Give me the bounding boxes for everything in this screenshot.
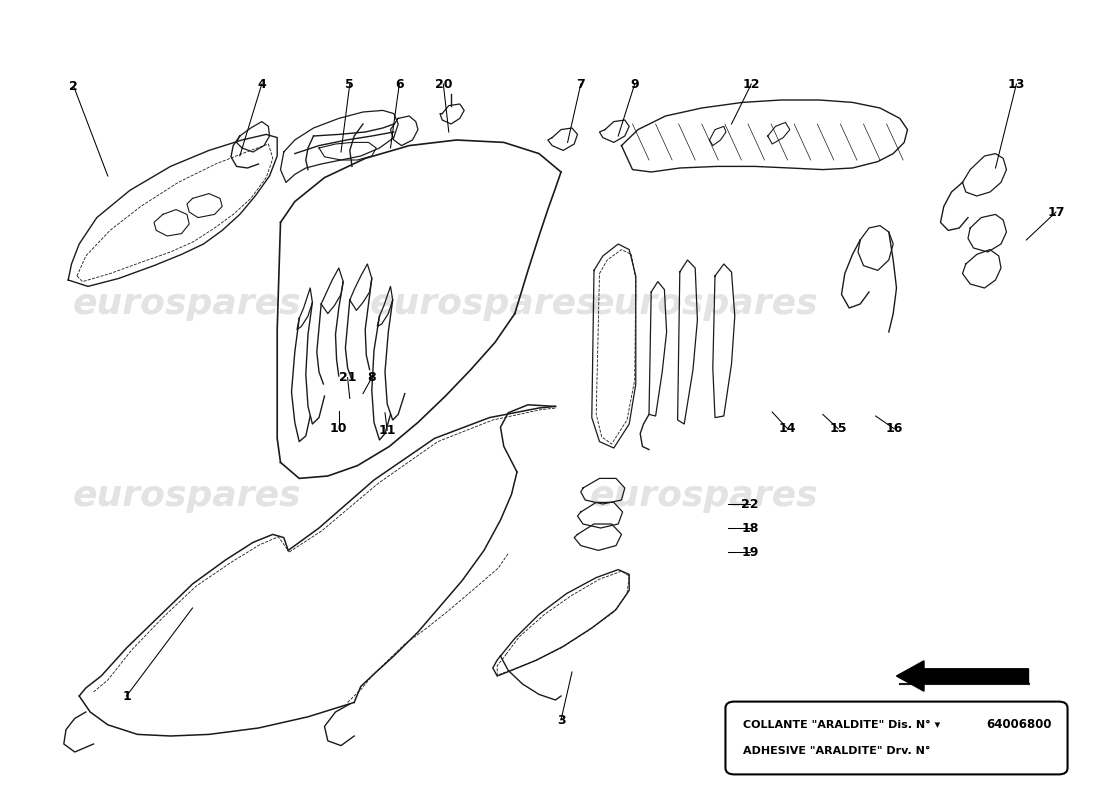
Text: 7: 7	[576, 78, 585, 90]
Text: 19: 19	[741, 546, 759, 558]
Text: 11: 11	[378, 424, 396, 437]
Text: 20: 20	[434, 78, 452, 90]
Text: 9: 9	[630, 78, 639, 90]
Text: 17: 17	[1047, 206, 1065, 218]
Text: eurospares: eurospares	[370, 287, 598, 321]
Text: 1: 1	[122, 690, 131, 702]
Text: 6: 6	[395, 78, 404, 90]
Text: eurospares: eurospares	[73, 287, 301, 321]
Text: ADHESIVE "ARALDITE" Drv. N°: ADHESIVE "ARALDITE" Drv. N°	[744, 746, 931, 756]
Text: 13: 13	[1008, 78, 1025, 90]
Text: 4: 4	[257, 78, 266, 90]
Text: 21: 21	[339, 371, 356, 384]
Text: 16: 16	[886, 422, 903, 435]
Text: eurospares: eurospares	[590, 287, 818, 321]
Text: 8: 8	[367, 371, 376, 384]
FancyArrow shape	[896, 661, 1028, 691]
Text: 10: 10	[330, 422, 348, 435]
Text: 15: 15	[829, 422, 847, 435]
Text: 5: 5	[345, 78, 354, 90]
Text: 2: 2	[69, 80, 78, 93]
Text: 18: 18	[741, 522, 759, 534]
Text: 12: 12	[742, 78, 760, 90]
Text: eurospares: eurospares	[590, 479, 818, 513]
Text: COLLANTE "ARALDITE" Dis. N° ▾: COLLANTE "ARALDITE" Dis. N° ▾	[744, 720, 940, 730]
Text: 3: 3	[557, 714, 565, 726]
Text: 64006800: 64006800	[987, 718, 1052, 731]
FancyBboxPatch shape	[726, 702, 1067, 774]
Text: eurospares: eurospares	[73, 479, 301, 513]
Text: 22: 22	[741, 498, 759, 510]
Text: 14: 14	[779, 422, 796, 435]
